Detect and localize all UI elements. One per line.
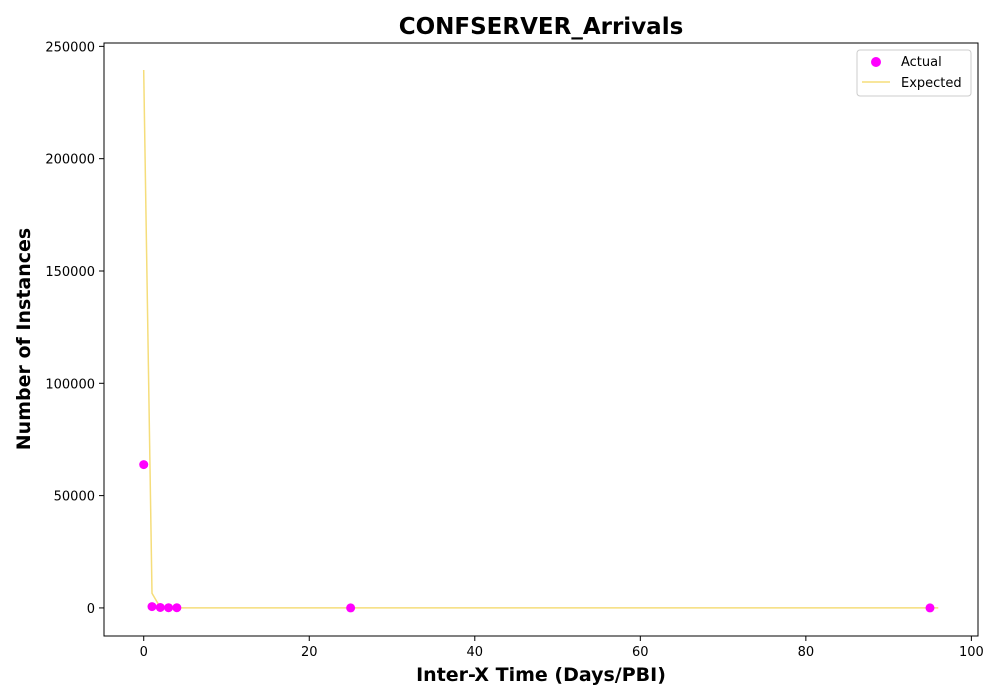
y-tick-label: 50000 [54,490,95,505]
y-tick-label: 100000 [45,377,95,392]
y-tick-label: 200000 [45,153,95,168]
actual-point [156,603,165,612]
actual-point [139,460,148,469]
x-tick-label: 40 [467,645,484,660]
legend-actual-label: Actual [901,55,942,70]
chart-title: CONFSERVER_Arrivals [399,14,684,40]
x-axis-label: Inter-X Time (Days/PBI) [416,664,666,686]
actual-point [164,603,173,612]
x-tick-label: 60 [632,645,649,660]
legend-expected-label: Expected [901,76,962,91]
x-tick-label: 0 [140,645,148,660]
x-tick-label: 20 [301,645,318,660]
actual-point [925,603,934,612]
x-tick-label: 80 [798,645,815,660]
y-tick-label: 0 [87,602,95,617]
actual-point [172,603,181,612]
x-tick-label: 100 [959,645,984,660]
legend: Actual Expected [857,50,971,96]
actual-point [148,602,157,611]
legend-actual-marker [871,57,881,67]
y-axis-label: Number of Instances [13,228,35,450]
actual-point [346,603,355,612]
y-tick-label: 250000 [45,40,95,55]
y-tick-label: 150000 [45,265,95,280]
